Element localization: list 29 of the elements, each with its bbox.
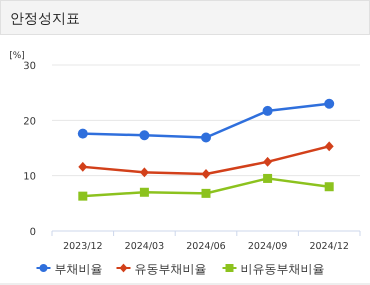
legend-label: 부채비율 — [54, 262, 102, 276]
x-tick-label: 2024/06 — [186, 241, 226, 252]
point — [78, 192, 88, 201]
x-tick-label: 2023/12 — [63, 241, 103, 252]
y-tick-label: 30 — [23, 61, 36, 72]
chart-title: 안정성지표 — [10, 11, 80, 27]
point — [78, 128, 88, 139]
point — [202, 169, 210, 179]
point — [202, 188, 210, 198]
x-tick-label: 2024/03 — [124, 241, 164, 252]
x-tick-label: 2024/12 — [309, 241, 349, 252]
point — [324, 182, 334, 192]
y-tick-label: 20 — [23, 116, 36, 128]
point — [140, 167, 149, 178]
point — [139, 130, 150, 140]
y-tick-label: 0 — [30, 227, 36, 238]
point — [140, 188, 149, 197]
point — [263, 174, 272, 183]
x-tick-label: 2024/09 — [248, 241, 288, 252]
point — [324, 98, 334, 109]
y-tick-label: 10 — [23, 172, 36, 183]
legend-label: 유동부채비율 — [134, 262, 206, 276]
point — [201, 132, 211, 142]
point — [262, 106, 273, 116]
point — [324, 141, 334, 152]
point — [263, 156, 272, 167]
y-axis-title: [%] — [9, 51, 25, 61]
legend-label: 비유동부채비율 — [240, 262, 324, 276]
point — [78, 162, 88, 172]
